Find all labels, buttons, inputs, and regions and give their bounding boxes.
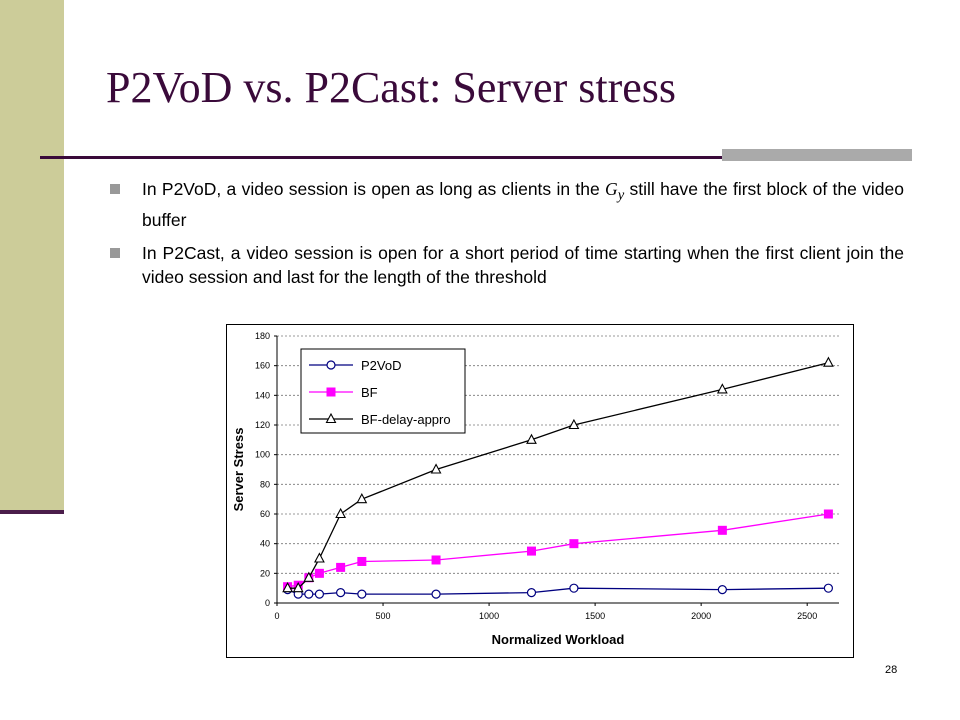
sidebar-decoration [0,0,64,512]
title-accent-bar [722,149,912,161]
data-point-bf-delay-appro [526,433,537,444]
bullet-text-post: still have the first block of the video … [142,179,904,230]
y-tick-label: 80 [260,479,270,489]
data-point-bf-delay-appro [282,581,294,593]
data-point-bf-delay-appro [430,463,442,474]
data-point-bf [431,555,441,565]
data-point-p2vod [431,589,441,599]
data-point-bf [526,546,536,556]
legend-marker [326,387,336,397]
y-tick-label: 140 [255,390,270,400]
x-tick-label: 2500 [797,611,817,621]
bullet-item: In P2Cast, a video session is open for a… [104,241,904,289]
legend-label: P2VoD [361,358,401,373]
data-point-p2vod [314,589,325,599]
data-point-p2vod [304,589,314,599]
data-point-bf [336,562,346,572]
group-variable: Gy [605,179,624,204]
data-point-p2vod [823,583,833,593]
data-point-bf-delay-appro [292,581,304,593]
server-stress-chart: 0 20 40 60 80 100 120 140 160 180 0 500 1000 1500 2000… [231,331,839,647]
data-point-bf-delay-appro [335,507,347,519]
y-axis-title: Server Stress [231,428,246,512]
y-tick-label: 40 [260,539,270,549]
bullet-text: In P2Cast, a video session is open for a… [142,242,904,287]
data-point-p2vod [357,589,367,599]
legend-label: BF [361,385,378,400]
data-point-bf [569,539,579,549]
x-tick-label: 0 [274,611,279,621]
y-tick-label: 0 [265,598,270,608]
x-tick-label: 1500 [585,611,605,621]
data-point-bf-delay-appro [822,356,834,367]
data-point-p2vod [526,588,537,598]
title-underline [40,156,912,159]
data-point-p2vod [336,588,346,598]
series-line-bf [287,513,829,588]
x-tick-label: 500 [376,611,391,621]
y-tick-label: 120 [255,420,270,430]
data-point-p2vod [569,583,579,593]
bullet-list: In P2VoD, a video session is open as lon… [104,177,904,298]
data-point-bf [357,556,367,566]
legend-marker [326,360,336,370]
legend-label: BF-delay-appro [361,412,451,427]
legend-marker [325,412,337,424]
bullet-square-icon [110,247,120,258]
bullet-item: In P2VoD, a video session is open as lon… [104,177,904,232]
page-number: 28 [885,664,898,676]
slide-title: P2VoD vs. P2Cast: Server stress [106,63,677,112]
group-variable-letter: G [605,179,618,199]
bullet-text-pre: In P2VoD, a video session is open as lon… [142,179,606,199]
sidebar-rule [0,510,64,514]
series-line-p2vod [287,587,829,595]
x-tick-label: 2000 [691,611,711,621]
x-axis-title: Normalized Workload [492,632,625,647]
data-point-p2vod [717,585,727,595]
x-tick-label: 1000 [479,611,499,621]
chart-frame: 0 20 40 60 80 100 120 140 160 180 0 500 1000 1500 2000… [226,324,854,658]
y-tick-label: 180 [255,331,270,341]
data-point-bf [314,568,324,578]
y-tick-label: 160 [255,361,270,371]
data-point-bf-delay-appro [314,552,325,563]
data-point-bf [823,509,833,519]
data-point-bf-delay-appro [716,383,728,394]
data-point-bf [717,525,727,535]
y-tick-label: 60 [260,509,270,519]
y-tick-label: 20 [260,568,270,578]
data-point-bf-delay-appro [303,571,315,582]
data-point-bf-delay-appro [356,492,368,504]
group-variable-subscript: y [617,187,625,204]
bullet-square-icon [110,184,120,194]
data-point-bf-delay-appro [568,418,580,430]
y-tick-label: 100 [255,450,270,460]
